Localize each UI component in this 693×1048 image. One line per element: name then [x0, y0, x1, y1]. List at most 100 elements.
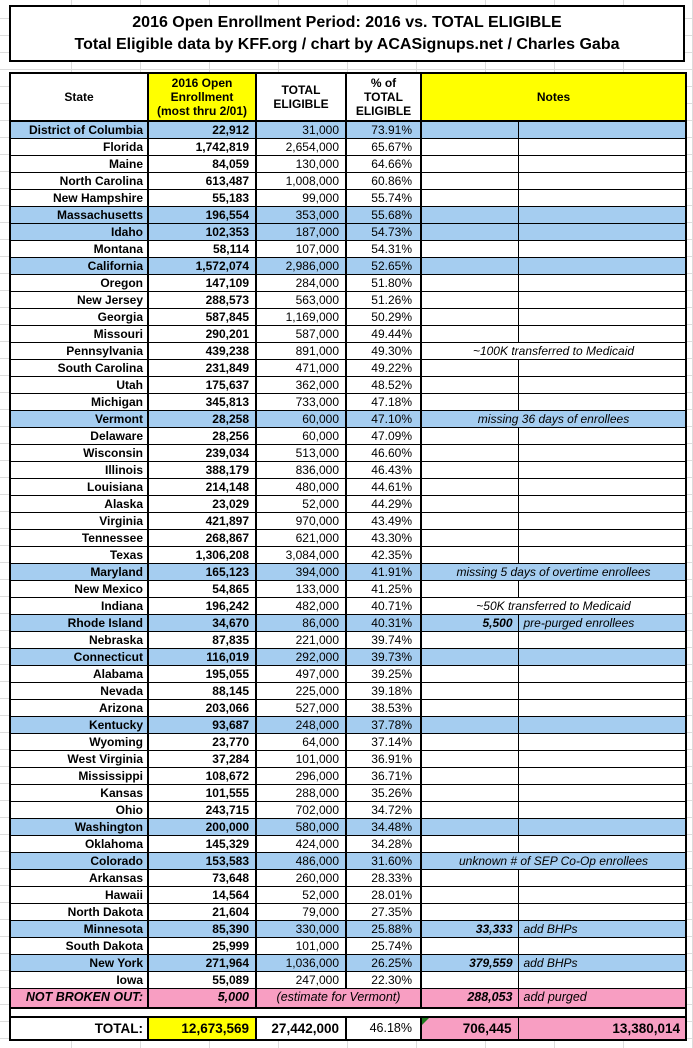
note-text-cell: add BHPs [517, 954, 687, 972]
table-row: District of Columbia 22,912 31,000 73.91% [9, 120, 687, 139]
table-row: South Carolina 231,849 471,000 49.22% [9, 359, 687, 377]
enrollment-cell: 22,912 [147, 120, 257, 139]
enrollment-cell: 55,089 [147, 971, 257, 989]
state-cell: Georgia [9, 308, 149, 326]
enrollment-cell: 239,034 [147, 444, 257, 462]
eligible-cell: 1,036,000 [255, 954, 347, 972]
enrollment-cell: 93,687 [147, 716, 257, 734]
note-text-cell [517, 903, 687, 921]
total-note-value: 13,380,014 [517, 1015, 687, 1041]
spacer-cell [9, 1007, 687, 1018]
note-number-cell [420, 257, 519, 275]
eligible-cell: 836,000 [255, 461, 347, 479]
chart-title-line2: Total Eligible data by KFF.org / chart b… [74, 35, 620, 53]
enrollment-cell: 85,390 [147, 920, 257, 938]
note-text-cell [517, 257, 687, 275]
enrollment-cell: 101,555 [147, 784, 257, 802]
table-row: Maine 84,059 130,000 64.66% [9, 155, 687, 173]
eligible-cell: 587,000 [255, 325, 347, 343]
note-text-cell [517, 648, 687, 666]
state-cell: Maine [9, 155, 149, 173]
note-number-cell: 5,500 [420, 614, 519, 632]
enrollment-cell: 25,999 [147, 937, 257, 955]
percent-cell: 39.73% [345, 648, 422, 666]
table-row: Oregon 147,109 284,000 51.80% [9, 274, 687, 292]
percent-cell: 55.68% [345, 206, 422, 224]
eligible-cell: 424,000 [255, 835, 347, 853]
eligible-cell: 130,000 [255, 155, 347, 173]
enrollment-cell: 73,648 [147, 869, 257, 887]
note-number-cell [420, 648, 519, 666]
note-number-cell [420, 359, 519, 377]
eligible-cell: 580,000 [255, 818, 347, 836]
eligible-cell: 702,000 [255, 801, 347, 819]
percent-cell: 49.30% [345, 342, 422, 360]
state-cell: Arkansas [9, 869, 149, 887]
percent-cell: 36.71% [345, 767, 422, 785]
table-row: Virginia 421,897 970,000 43.49% [9, 512, 687, 530]
note-number-cell [420, 240, 519, 258]
note-text-cell [517, 767, 687, 785]
state-cell: New York [9, 954, 149, 972]
total-eligible: 27,442,000 [255, 1015, 347, 1041]
percent-cell: 64.66% [345, 155, 422, 173]
percent-cell: 31.60% [345, 852, 422, 870]
state-cell: North Dakota [9, 903, 149, 921]
percent-cell: 43.30% [345, 529, 422, 547]
enrollment-cell: 165,123 [147, 563, 257, 581]
total-note-number: 706,445 [420, 1015, 519, 1041]
enrollment-cell: 200,000 [147, 818, 257, 836]
note-text-cell [517, 682, 687, 700]
enrollment-cell: 439,238 [147, 342, 257, 360]
eligible-cell: 1,169,000 [255, 308, 347, 326]
note-text-cell [517, 631, 687, 649]
note-number-cell [420, 733, 519, 751]
enrollment-cell: 21,604 [147, 903, 257, 921]
state-cell: Oregon [9, 274, 149, 292]
note-number-cell [420, 155, 519, 173]
note-text-cell: pre-purged enrollees [517, 614, 687, 632]
percent-cell: 44.61% [345, 478, 422, 496]
enrollment-cell: 271,964 [147, 954, 257, 972]
table-row: Tennessee 268,867 621,000 43.30% [9, 529, 687, 547]
eligible-cell: 330,000 [255, 920, 347, 938]
enrollment-cell: 196,554 [147, 206, 257, 224]
state-cell: Florida [9, 138, 149, 156]
percent-cell: 37.78% [345, 716, 422, 734]
eligible-cell: 248,000 [255, 716, 347, 734]
percent-cell: 37.14% [345, 733, 422, 751]
header-enrollment: 2016 Open Enrollment (most thru 2/01) [147, 72, 257, 122]
note-text-cell [517, 461, 687, 479]
eligible-cell: 86,000 [255, 614, 347, 632]
eligible-cell: 563,000 [255, 291, 347, 309]
eligible-cell: 101,000 [255, 750, 347, 768]
eligible-cell: 225,000 [255, 682, 347, 700]
state-cell: Maryland [9, 563, 149, 581]
note-text-cell [517, 937, 687, 955]
note-number-cell [420, 189, 519, 207]
eligible-cell: 497,000 [255, 665, 347, 683]
eligible-cell: 486,000 [255, 852, 347, 870]
not-broken-out-label: NOT BROKEN OUT: [9, 988, 149, 1009]
eligible-cell: 2,654,000 [255, 138, 347, 156]
eligible-cell: 353,000 [255, 206, 347, 224]
state-cell: Texas [9, 546, 149, 564]
table-body: District of Columbia 22,912 31,000 73.91% Fl… [9, 120, 687, 989]
enrollment-cell: 1,742,819 [147, 138, 257, 156]
header-row: State 2016 Open Enrollment (most thru 2/… [9, 72, 687, 122]
state-cell: Rhode Island [9, 614, 149, 632]
not-broken-out-note-number: 288,053 [420, 988, 519, 1009]
note-number-cell [420, 869, 519, 887]
enrollment-cell: 1,306,208 [147, 546, 257, 564]
state-cell: Arizona [9, 699, 149, 717]
percent-cell: 38.53% [345, 699, 422, 717]
percent-cell: 51.26% [345, 291, 422, 309]
eligible-cell: 107,000 [255, 240, 347, 258]
table-row: Mississippi 108,672 296,000 36.71% [9, 767, 687, 785]
note-number-cell [420, 529, 519, 547]
state-cell: South Dakota [9, 937, 149, 955]
note-cell: ~100K transferred to Medicaid [420, 342, 687, 360]
state-cell: Nevada [9, 682, 149, 700]
note-text-cell [517, 291, 687, 309]
enrollment-cell: 288,573 [147, 291, 257, 309]
